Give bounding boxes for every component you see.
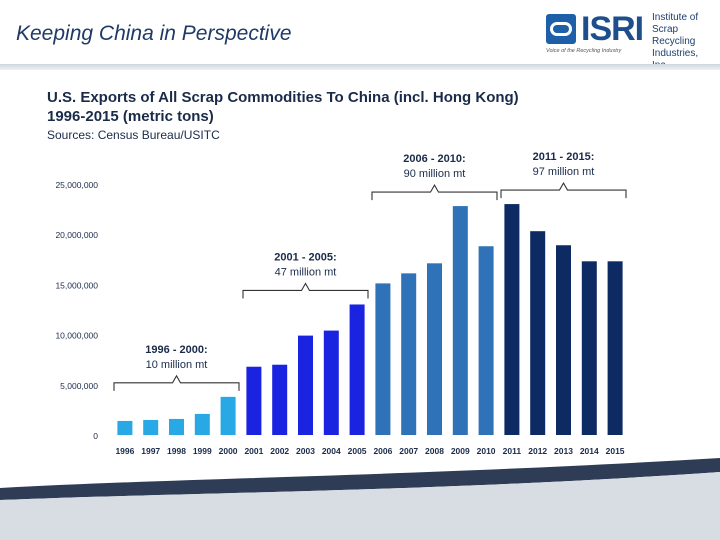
x-tick-label: 2009	[451, 446, 470, 456]
period-brace	[242, 282, 369, 299]
period-total: 10 million mt	[146, 359, 208, 371]
y-tick-label: 25,000,000	[55, 180, 98, 190]
period-label: 2006 - 2010:	[403, 153, 465, 165]
bar	[272, 364, 288, 435]
bar	[504, 204, 520, 435]
period-total: 47 million mt	[275, 266, 337, 278]
x-tick-label: 2006	[373, 446, 392, 456]
bar	[298, 335, 313, 435]
bar	[607, 261, 623, 435]
period-total: 97 million mt	[533, 166, 595, 178]
x-tick-label: 2004	[322, 446, 341, 456]
x-tick-label: 2010	[477, 446, 496, 456]
y-tick-label: 10,000,000	[55, 331, 98, 341]
period-label: 1996 - 2000:	[145, 344, 207, 356]
isri-logo-icon	[546, 14, 576, 44]
x-tick-label: 2007	[399, 446, 418, 456]
y-tick-label: 0	[93, 431, 98, 441]
x-tick-label: 2013	[554, 446, 573, 456]
bar	[194, 413, 210, 435]
x-tick-label: 2011	[503, 446, 522, 456]
bar	[117, 420, 133, 435]
logo-word: ISRI	[581, 10, 644, 48]
x-tick-label: 2014	[580, 446, 599, 456]
x-tick-label: 2005	[348, 446, 367, 456]
chart-title-line-2: 1996-2015 (metric tons)	[47, 108, 214, 125]
bar	[246, 366, 262, 435]
bar	[478, 246, 494, 435]
x-tick-label: 2015	[606, 446, 625, 456]
bar	[556, 245, 571, 435]
x-tick-label: 2003	[296, 446, 315, 456]
period-brace	[113, 374, 240, 391]
logo-line-1: Institute of	[652, 12, 699, 23]
bar	[530, 231, 546, 435]
bar	[349, 304, 365, 435]
bar	[169, 418, 184, 435]
bar	[427, 263, 442, 435]
x-tick-label: 1997	[141, 446, 160, 456]
chart-source: Sources: Census Bureau/USITC	[47, 128, 220, 142]
x-tick-label: 2000	[219, 446, 238, 456]
y-tick-label: 20,000,000	[55, 230, 98, 240]
y-tick-label: 15,000,000	[55, 280, 98, 290]
chart-title: U.S. Exports of All Scrap Commodities To…	[47, 88, 519, 126]
x-tick-label: 2008	[425, 446, 444, 456]
logo-line-2: Scrap Recycling	[652, 24, 696, 47]
period-brace	[371, 183, 498, 201]
bar	[452, 206, 468, 435]
bar	[323, 330, 339, 435]
bar	[143, 419, 159, 435]
logo-tagline: Voice of the Recycling Industry	[546, 48, 622, 54]
x-tick-label: 1998	[167, 446, 186, 456]
x-tick-label: 2002	[270, 446, 289, 456]
header-divider	[0, 64, 720, 70]
bar	[375, 283, 391, 435]
x-tick-label: 2001	[244, 446, 263, 456]
footer-swoosh-light	[0, 472, 720, 540]
footer-swoosh-dark	[0, 458, 720, 500]
period-label: 2011 - 2015:	[533, 151, 595, 163]
isri-logo: ISRI Institute of Scrap Recycling Indust…	[546, 10, 716, 71]
bar	[220, 396, 236, 435]
period-brace	[500, 181, 627, 199]
x-tick-label: 1999	[193, 446, 212, 456]
slide-title: Keeping China in Perspective	[16, 22, 292, 45]
y-tick-label: 5,000,000	[60, 381, 98, 391]
bar	[581, 261, 597, 435]
period-total: 90 million mt	[404, 168, 466, 180]
chart-title-line-1: U.S. Exports of All Scrap Commodities To…	[47, 89, 519, 106]
period-label: 2001 - 2005:	[274, 251, 336, 263]
x-tick-label: 2012	[528, 446, 547, 456]
x-tick-label: 1996	[115, 446, 134, 456]
bar	[401, 273, 417, 435]
